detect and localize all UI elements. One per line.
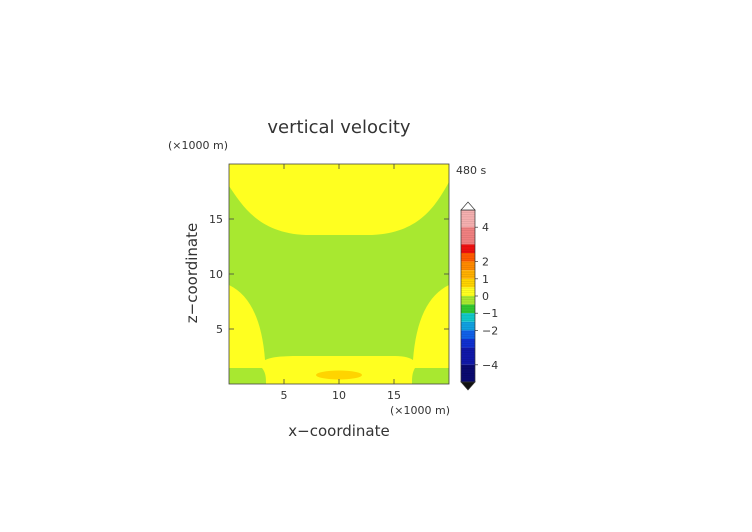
y-tick-label: 5 [216,323,223,336]
colorbar-level [461,244,475,253]
colorbar-level [461,347,475,365]
colorbar-tick-label: 4 [482,221,489,234]
colorbar-tick-label: −4 [482,359,498,372]
colorbar-level [461,227,475,245]
colorbar-max-extension [460,201,476,211]
x-tick-label: 15 [387,389,401,402]
x-tick-label: 10 [332,389,346,402]
colorbar-level [461,330,475,339]
colorbar-level [461,321,475,331]
colorbar-level [461,253,475,262]
contour-field [228,163,450,385]
contour-region-core [316,370,362,380]
x-axis-ticks: 5 10 15 [281,164,401,402]
x-tick-label: 5 [281,389,288,402]
x-unit-label: (×1000 m) [390,404,450,417]
colorbar-level [461,339,475,348]
y-axis-ticks: 5 10 15 [209,213,449,336]
colorbar-level [461,313,475,322]
colorbar-tick-label: 1 [482,273,489,286]
colorbar-tick-label: −1 [482,307,498,320]
contour-region-right-lobe [413,285,449,360]
colorbar-level [461,210,475,228]
colorbar-tick-label: −2 [482,324,498,337]
chart-title: vertical velocity [267,117,411,138]
colorbar: 4 2 1 0 −1 −2 −4 [460,201,498,391]
contour-region-left-lobe [229,285,265,360]
contour-region-upper [229,164,449,235]
colorbar-level [461,261,475,271]
colorbar-level [461,287,475,296]
colorbar-tick-label: 2 [482,256,489,269]
colorbar-level [461,270,475,279]
colorbar-level [461,278,475,288]
y-axis-label: z−coordinate [183,223,201,323]
colorbar-level [461,296,475,305]
y-unit-label: (×1000 m) [168,139,228,152]
colorbar-min-extension [460,381,476,391]
contour-region-bottom-band [229,356,449,384]
x-axis-label: x−coordinate [288,422,389,440]
y-tick-label: 15 [209,213,223,226]
colorbar-level [461,364,475,382]
colorbar-level [461,304,475,314]
colorbar-tick-label: 0 [482,290,489,303]
time-label: 480 s [456,164,486,177]
y-tick-label: 10 [209,268,223,281]
